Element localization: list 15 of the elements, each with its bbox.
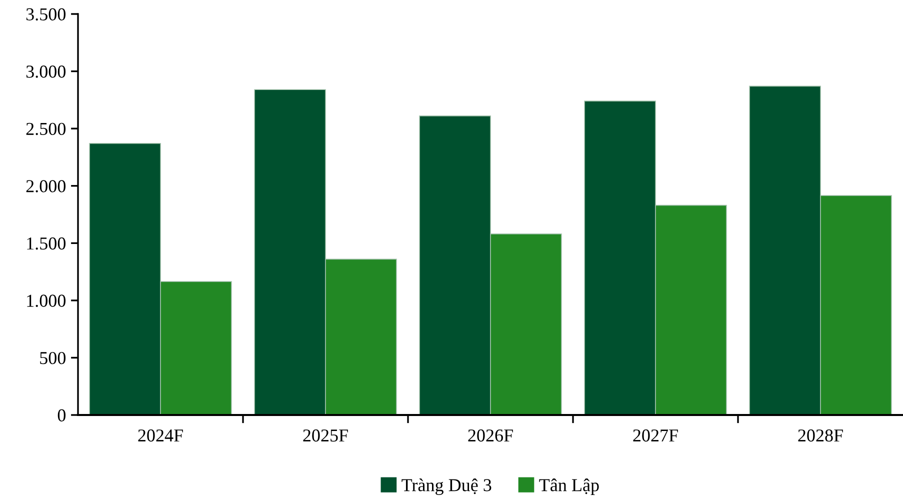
legend-label: Tràng Duệ 3 (402, 478, 492, 495)
x-tick-label: 2025F (303, 429, 348, 442)
x-tick-label: 2026F (468, 429, 513, 442)
y-tick-label: 2.000 (26, 180, 66, 192)
y-tick-label: 0 (58, 409, 66, 422)
y-tick-label: 500 (40, 352, 66, 364)
y-tick-label: 1.000 (27, 294, 66, 307)
y-tick-label: 3.500 (26, 8, 66, 21)
x-tick-label: 2027F (633, 429, 678, 442)
y-tick-label: 1.500 (27, 237, 66, 250)
x-tick-label: 2024F (138, 429, 183, 442)
y-tick-label: 3.000 (26, 66, 66, 78)
y-tick-label: 2.500 (26, 122, 66, 136)
legend-label: Tân Lập (539, 478, 599, 495)
x-tick-label: 2028F (798, 429, 843, 442)
